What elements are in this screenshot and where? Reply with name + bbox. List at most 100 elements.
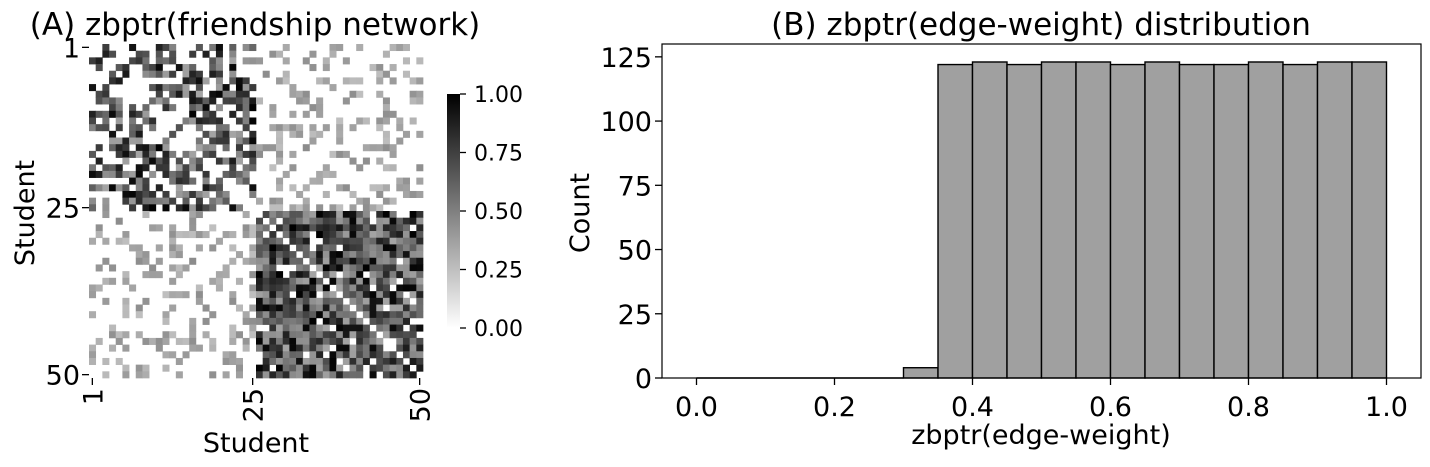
heatmap-cell <box>222 190 230 198</box>
heatmap-cell <box>235 331 243 339</box>
heatmap-cell <box>229 57 237 65</box>
heatmap-cell <box>402 284 410 292</box>
heatmap-cell <box>416 217 424 225</box>
heatmap-cell <box>289 237 297 245</box>
heatmap-cell <box>309 64 317 72</box>
heatmap-cell <box>149 117 157 125</box>
heatmap-cell <box>396 344 404 352</box>
heatmap-cell <box>322 57 330 65</box>
heatmap-cell <box>342 244 350 252</box>
heatmap-cell <box>322 124 330 132</box>
heatmap-cell <box>396 251 404 259</box>
heatmap-cell <box>376 277 384 285</box>
heatmap-cell <box>296 264 304 272</box>
heatmap-cell <box>229 257 237 265</box>
heatmap-x-axis-label: Student <box>203 428 309 459</box>
heatmap-cell <box>416 251 424 259</box>
heatmap-cell <box>249 104 257 112</box>
heatmap-cell <box>402 304 410 312</box>
heatmap-cell <box>195 144 203 152</box>
histogram-panel: (B) zbptr(edge-weight) distribution 0.0 0… <box>565 7 1422 451</box>
heatmap-cell <box>276 130 284 138</box>
heatmap-cell <box>169 277 177 285</box>
heatmap-cell <box>162 190 170 198</box>
heatmap-cell <box>342 150 350 158</box>
heatmap-cell <box>169 224 177 232</box>
heatmap-cell <box>409 117 417 125</box>
heatmap-cell <box>402 70 410 78</box>
heatmap-cell <box>209 337 217 345</box>
heatmap-cell <box>396 271 404 279</box>
histogram-y-tick-label: 125 <box>600 43 652 74</box>
heatmap-cell <box>162 44 170 52</box>
heatmap-cell <box>229 64 237 72</box>
heatmap-cell <box>209 244 217 252</box>
heatmap-cell <box>249 117 257 125</box>
heatmap-cell <box>175 177 183 185</box>
heatmap-cell <box>369 311 377 319</box>
heatmap-cell <box>135 144 143 152</box>
heatmap-cell <box>376 311 384 319</box>
heatmap-cell <box>416 297 424 305</box>
heatmap-cell <box>129 117 137 125</box>
heatmap-cell <box>276 297 284 305</box>
heatmap-cell <box>242 84 250 92</box>
heatmap-cell <box>409 371 417 379</box>
heatmap-cell <box>102 110 110 118</box>
heatmap-cell <box>396 297 404 305</box>
heatmap-cell <box>402 317 410 325</box>
histogram-y-tick-label: 100 <box>600 107 652 138</box>
heatmap-cell <box>396 284 404 292</box>
heatmap-cell <box>242 211 250 219</box>
heatmap-cell <box>376 244 384 252</box>
heatmap-cell <box>109 104 117 112</box>
heatmap-cell <box>189 90 197 98</box>
heatmap-cell <box>202 130 210 138</box>
heatmap-cell <box>215 77 223 85</box>
heatmap-cell <box>336 317 344 325</box>
heatmap-cell <box>349 211 357 219</box>
heatmap-cell <box>296 204 304 212</box>
heatmap-cell <box>215 277 223 285</box>
heatmap-cell <box>129 124 137 132</box>
heatmap-cell <box>316 364 324 372</box>
heatmap-cell <box>402 264 410 272</box>
heatmap-cell <box>222 264 230 272</box>
heatmap-cell <box>376 304 384 312</box>
heatmap-cell <box>356 344 364 352</box>
heatmap-cell <box>376 317 384 325</box>
heatmap-cell <box>222 357 230 365</box>
heatmap-cell <box>336 231 344 239</box>
heatmap-cell <box>376 337 384 345</box>
heatmap-cell <box>189 97 197 105</box>
heatmap-cell <box>162 97 170 105</box>
heatmap-cell <box>249 271 257 279</box>
heatmap-cell <box>356 357 364 365</box>
heatmap-cell <box>262 70 270 78</box>
heatmap-cell <box>115 357 123 365</box>
heatmap-cell <box>336 124 344 132</box>
heatmap-cell <box>376 211 384 219</box>
histogram-x-tick-label: 1.0 <box>1365 392 1408 423</box>
heatmap-cell <box>229 44 237 52</box>
heatmap-cell <box>389 357 397 365</box>
heatmap-cell <box>409 324 417 332</box>
histogram-bar <box>1075 61 1112 379</box>
heatmap-cell <box>302 197 310 205</box>
heatmap-cell <box>135 184 143 192</box>
heatmap-cell <box>342 271 350 279</box>
heatmap-cell <box>229 157 237 165</box>
heatmap-cell <box>322 284 330 292</box>
heatmap-cell <box>302 331 310 339</box>
heatmap-cell <box>409 231 417 239</box>
heatmap-cell <box>149 150 157 158</box>
heatmap-cell <box>256 284 264 292</box>
heatmap-cell <box>389 64 397 72</box>
histogram-bar <box>937 63 974 379</box>
heatmap-cell <box>322 371 330 379</box>
heatmap-cell <box>262 297 270 305</box>
heatmap-cell <box>242 90 250 98</box>
heatmap-cell <box>115 117 123 125</box>
